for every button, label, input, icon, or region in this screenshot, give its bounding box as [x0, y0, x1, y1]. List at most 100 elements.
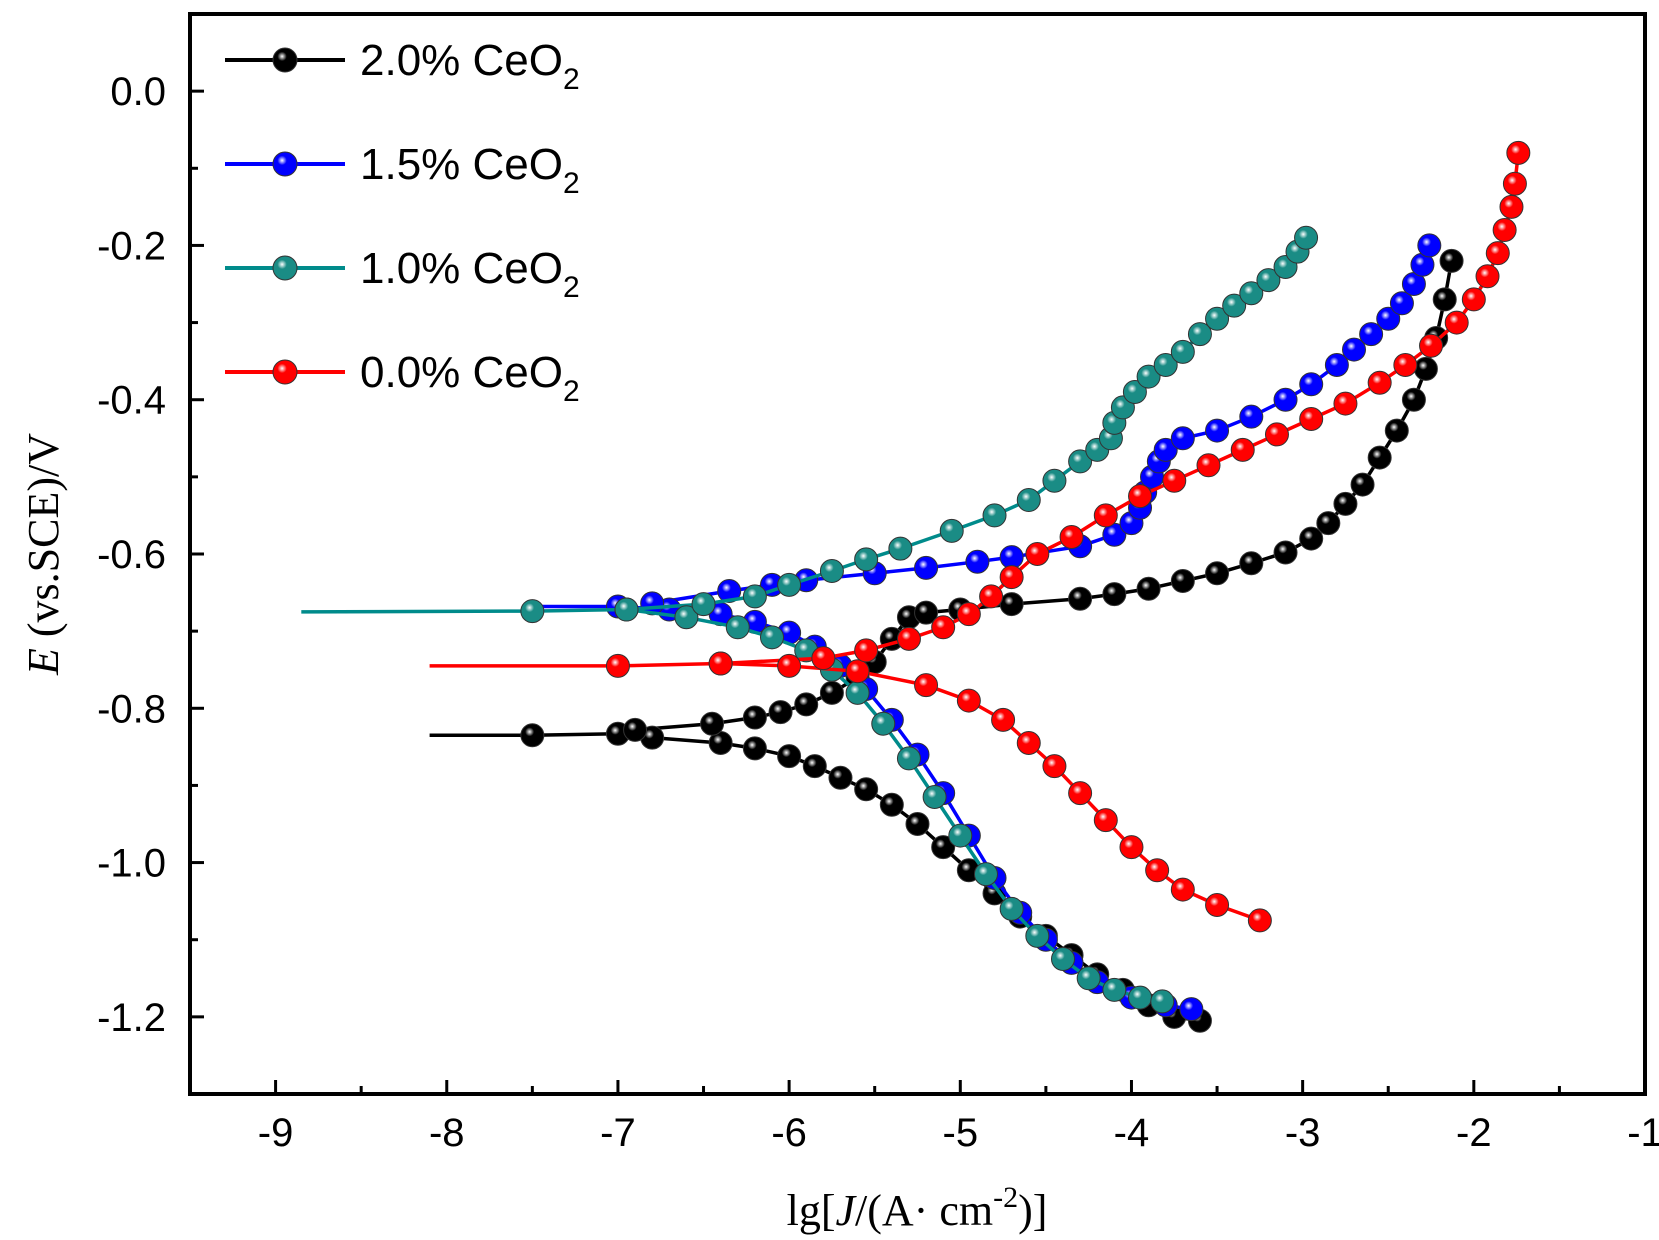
data-point [1093, 503, 1118, 528]
data-point [819, 680, 844, 705]
data-point [1205, 561, 1230, 586]
y-axis-title: E (vs.SCE)/V [19, 433, 68, 676]
data-point [1136, 576, 1161, 601]
data-point [768, 700, 793, 725]
data-point [991, 707, 1016, 732]
data-point [999, 896, 1024, 921]
data-point [623, 717, 648, 742]
data-point [1059, 525, 1084, 550]
data-point [896, 626, 921, 651]
data-point [1419, 333, 1444, 358]
x-tick-label: -2 [1456, 1111, 1492, 1155]
x-tick-label: -6 [771, 1111, 807, 1155]
data-point [1506, 140, 1531, 165]
x-axis-title: lg[J/(A· cm-2)] [787, 1181, 1048, 1235]
data-point [1393, 353, 1418, 377]
data-point [1093, 808, 1118, 833]
data-point [922, 785, 947, 809]
data-point [605, 653, 630, 678]
data-point [1264, 422, 1289, 447]
data-point [879, 792, 904, 817]
data-point [742, 705, 767, 730]
series-line-anodic [626, 236, 1308, 612]
data-point [1170, 877, 1195, 902]
data-point [1051, 947, 1075, 971]
x-tick-label: -9 [258, 1111, 294, 1155]
data-point [1444, 310, 1469, 335]
data-point [1417, 233, 1442, 258]
data-point [1068, 449, 1093, 474]
data-point [777, 572, 802, 597]
data-point [1205, 306, 1230, 331]
data-point [1432, 287, 1457, 312]
data-point [1461, 287, 1486, 312]
data-point [1367, 445, 1392, 470]
data-point [905, 812, 930, 836]
data-point [1068, 586, 1093, 611]
data-point [1299, 372, 1324, 397]
series-2 [301, 225, 1319, 1014]
series-line-anodic [634, 260, 1454, 732]
data-point [931, 615, 956, 640]
data-point [1367, 370, 1392, 395]
data-point [1475, 264, 1500, 289]
data-point [1042, 754, 1067, 779]
data-point [854, 777, 879, 802]
data-point [828, 765, 853, 790]
data-point [1170, 569, 1195, 593]
x-tick-label: -4 [1114, 1111, 1150, 1155]
data-point [760, 625, 784, 650]
x-tick-label: -3 [1285, 1111, 1321, 1155]
data-point [742, 736, 767, 761]
data-point [1256, 268, 1281, 293]
data-point [742, 584, 767, 609]
data-point [999, 545, 1024, 570]
data-point [931, 835, 956, 860]
data-point [1273, 540, 1298, 565]
data-point [811, 646, 836, 671]
legend: 2.0% CeO2 1.5% CeO2 1.0% CeO2 0.0% CeO2 [225, 36, 580, 408]
data-point [956, 688, 981, 713]
data-point [1179, 997, 1204, 1022]
legend-label: 0.0% CeO2 [360, 348, 580, 408]
data-point [520, 723, 545, 748]
y-tick-label: -1.2 [97, 996, 166, 1040]
data-point [1485, 241, 1510, 266]
data-point [802, 754, 827, 779]
data-point [1230, 437, 1255, 462]
data-point [871, 711, 896, 736]
data-point [1299, 526, 1324, 551]
data-point [979, 584, 1004, 609]
data-point [1239, 551, 1264, 576]
data-point [1102, 582, 1127, 607]
y-tick-label: 0.0 [110, 70, 166, 114]
data-point [854, 638, 879, 663]
x-tick-label: -1 [1627, 1111, 1659, 1155]
data-point [1384, 418, 1409, 443]
data-point [1222, 293, 1247, 318]
data-point [914, 555, 939, 580]
y-tick-label: -0.8 [97, 687, 166, 731]
y-tick-label: -0.6 [97, 533, 166, 577]
data-point [1239, 281, 1264, 306]
y-tick-label: -0.2 [97, 224, 166, 268]
data-point [1025, 542, 1050, 566]
data-point [1128, 484, 1153, 509]
data-point [1205, 418, 1230, 443]
data-point [1153, 437, 1178, 462]
data-point [1350, 472, 1375, 497]
data-point [1042, 468, 1067, 493]
data-point [1294, 225, 1319, 250]
data-point [1196, 453, 1221, 478]
data-point [674, 605, 699, 630]
data-point [1239, 404, 1264, 429]
data-point [914, 673, 939, 698]
data-point [1119, 835, 1144, 860]
x-tick-label: -8 [429, 1111, 465, 1155]
data-point [914, 600, 939, 625]
data-point [1376, 306, 1401, 331]
data-point [700, 711, 725, 736]
data-point [845, 680, 870, 705]
data-point [717, 579, 742, 604]
